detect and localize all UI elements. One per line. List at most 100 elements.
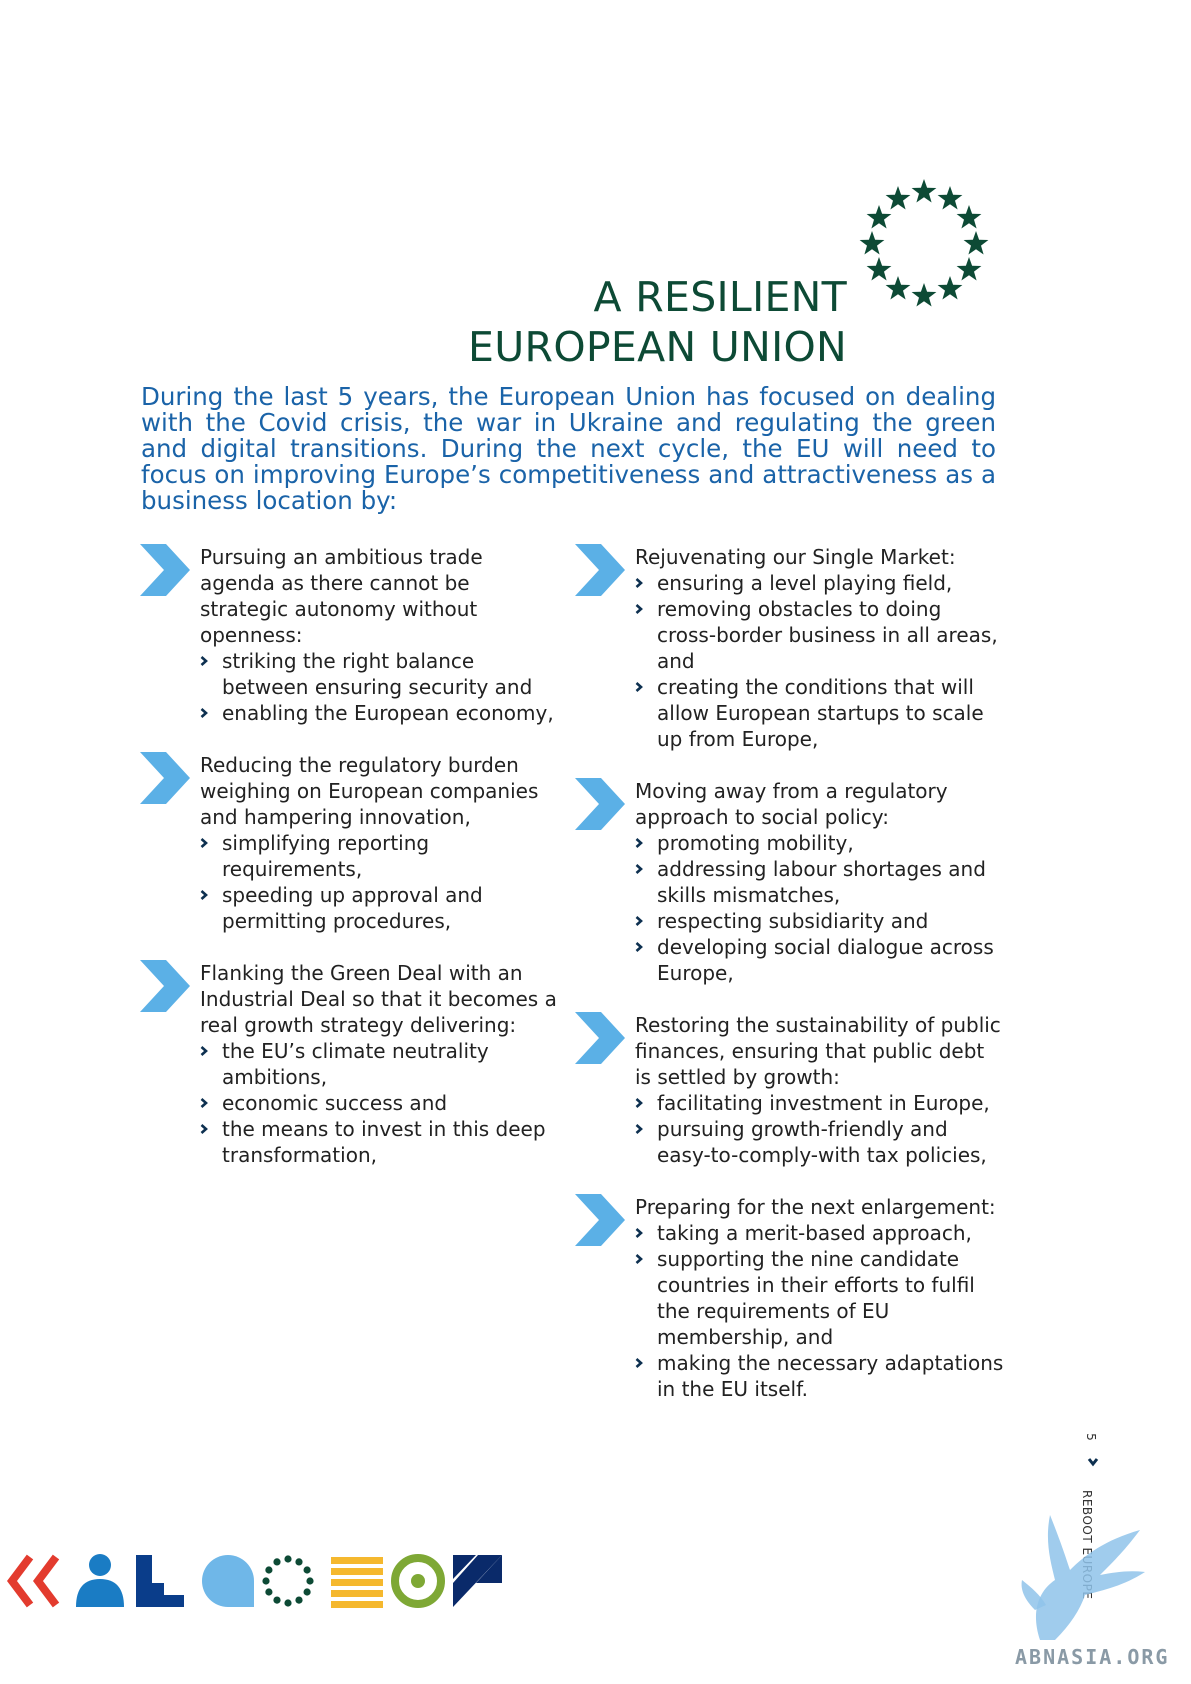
star-dot bbox=[265, 1566, 273, 1574]
star-dot bbox=[295, 1596, 303, 1604]
eu-stars-icon bbox=[859, 179, 989, 307]
chevron-right-icon bbox=[575, 1194, 625, 1246]
target-icon bbox=[391, 1554, 445, 1608]
bullet-chevron-icon bbox=[635, 942, 643, 952]
page-number: 5 bbox=[1083, 1433, 1098, 1441]
chevron-right-icon bbox=[575, 778, 625, 830]
bullet-text: speeding up approval and permitting proc… bbox=[222, 883, 483, 933]
intro-paragraph: During the last 5 years, the European Un… bbox=[141, 382, 996, 515]
bullet-item: supporting the nine candidate countries … bbox=[635, 1246, 1005, 1350]
title-line-1: A RESILIENT bbox=[593, 273, 847, 321]
star-dot bbox=[273, 1558, 281, 1566]
chevron-right-icon bbox=[140, 752, 190, 804]
bullet-list: taking a merit-based approach, supporting… bbox=[635, 1220, 1005, 1402]
bullet-text: addressing labour shortages and skills m… bbox=[657, 857, 986, 907]
bullet-text: removing obstacles to doing cross-border… bbox=[657, 597, 998, 673]
bullet-item: striking the right balance between ensur… bbox=[200, 648, 560, 700]
star-dot bbox=[295, 1558, 303, 1566]
bullet-chevron-icon bbox=[200, 1124, 208, 1134]
bullet-text: supporting the nine candidate countries … bbox=[657, 1247, 975, 1349]
bullet-text: striking the right balance between ensur… bbox=[222, 649, 533, 699]
chevron-right-icon bbox=[140, 544, 190, 596]
agenda-item-lead: Flanking the Green Deal with an Industri… bbox=[200, 961, 557, 1037]
star-shape bbox=[956, 257, 982, 281]
bullet-text: taking a merit-based approach, bbox=[657, 1221, 972, 1245]
bullet-text: making the necessary adaptations in the … bbox=[657, 1351, 1004, 1401]
bullet-text: pursuing growth-friendly and easy-to-com… bbox=[657, 1117, 987, 1167]
star-shape bbox=[911, 283, 937, 307]
chevron-down-icon bbox=[1087, 1458, 1099, 1467]
bullet-item: removing obstacles to doing cross-border… bbox=[635, 596, 1005, 674]
bullet-chevron-icon bbox=[200, 1046, 208, 1056]
bullet-chevron-icon bbox=[635, 682, 643, 692]
bullet-item: respecting subsidiarity and bbox=[635, 908, 1005, 934]
star-dot bbox=[265, 1588, 273, 1596]
griffin-icon bbox=[1021, 1515, 1145, 1640]
star-dot bbox=[262, 1577, 270, 1585]
bullet-item: the EU’s climate neutrality ambitions, bbox=[200, 1038, 560, 1090]
bullet-text: simplifying reporting requirements, bbox=[222, 831, 430, 881]
star-shape bbox=[911, 179, 937, 203]
star-shape bbox=[866, 205, 892, 229]
agenda-item-lead: Pursuing an ambitious trade agenda as th… bbox=[200, 545, 483, 647]
bullet-chevron-icon bbox=[635, 1228, 643, 1238]
bullet-item: ensuring a level playing field, bbox=[635, 570, 1005, 596]
lines-icon bbox=[331, 1557, 383, 1608]
bullet-text: the means to invest in this deep transfo… bbox=[222, 1117, 546, 1167]
agenda-item-lead: Reducing the regulatory burden weighing … bbox=[200, 753, 539, 829]
bullet-item: speeding up approval and permitting proc… bbox=[200, 882, 560, 934]
bullet-chevron-icon bbox=[200, 1098, 208, 1108]
bullet-chevron-icon bbox=[635, 916, 643, 926]
bullet-item: economic success and bbox=[200, 1090, 560, 1116]
bullet-item: the means to invest in this deep transfo… bbox=[200, 1116, 560, 1168]
star-shape bbox=[885, 276, 911, 300]
agenda-item-lead: Preparing for the next enlargement: bbox=[635, 1195, 996, 1219]
agenda-item: Restoring the sustainability of public f… bbox=[575, 1012, 1005, 1168]
bullet-item: enabling the European economy, bbox=[200, 700, 560, 726]
star-shape bbox=[937, 276, 963, 300]
bullet-text: promoting mobility, bbox=[657, 831, 854, 855]
bullet-item: pursuing growth-friendly and easy-to-com… bbox=[635, 1116, 1005, 1168]
footer-icon-strip bbox=[7, 1554, 502, 1608]
bullet-item: addressing labour shortages and skills m… bbox=[635, 856, 1005, 908]
person-icon bbox=[76, 1554, 124, 1607]
chevron-right-icon bbox=[575, 1012, 625, 1064]
bullet-text: ensuring a level playing field, bbox=[657, 571, 953, 595]
agenda-item-lead: Moving away from a regulatory approach t… bbox=[635, 779, 948, 829]
star-dot bbox=[303, 1566, 311, 1574]
bullet-chevron-icon bbox=[635, 1358, 643, 1368]
bullet-list: simplifying reporting requirements, speed… bbox=[200, 830, 560, 934]
left-column: Pursuing an ambitious trade agenda as th… bbox=[140, 544, 560, 1194]
title-line-2: EUROPEAN UNION bbox=[468, 323, 847, 371]
star-shape bbox=[866, 257, 892, 281]
speech-bubble-icon bbox=[202, 1555, 254, 1607]
bullet-item: taking a merit-based approach, bbox=[635, 1220, 1005, 1246]
watermark: ABNASIA.ORG bbox=[1015, 1645, 1170, 1669]
right-column: Rejuvenating our Single Market: ensuring … bbox=[575, 544, 1005, 1428]
bullet-text: creating the conditions that will allow … bbox=[657, 675, 984, 751]
star-circle-icon bbox=[262, 1555, 314, 1607]
bullet-list: the EU’s climate neutrality ambitions, ec… bbox=[200, 1038, 560, 1168]
bullet-text: facilitating investment in Europe, bbox=[657, 1091, 990, 1115]
star-shape bbox=[963, 231, 989, 255]
bullet-chevron-icon bbox=[635, 1254, 643, 1264]
star-dot bbox=[284, 1555, 292, 1563]
star-shape bbox=[859, 231, 885, 255]
bullet-chevron-icon bbox=[200, 656, 208, 666]
bullet-chevron-icon bbox=[635, 838, 643, 848]
star-dot bbox=[303, 1588, 311, 1596]
bullet-list: facilitating investment in Europe, pursui… bbox=[635, 1090, 1005, 1168]
star-shape bbox=[885, 186, 911, 210]
steps-icon bbox=[136, 1555, 184, 1607]
bullet-text: respecting subsidiarity and bbox=[657, 909, 929, 933]
chevron-right-icon bbox=[575, 544, 625, 596]
bullet-item: facilitating investment in Europe, bbox=[635, 1090, 1005, 1116]
double-chevron-icon bbox=[7, 1554, 60, 1608]
star-dot bbox=[306, 1577, 314, 1585]
agenda-item: Preparing for the next enlargement: takin… bbox=[575, 1194, 1005, 1402]
bullet-item: simplifying reporting requirements, bbox=[200, 830, 560, 882]
agenda-item: Flanking the Green Deal with an Industri… bbox=[140, 960, 560, 1168]
agenda-item-lead: Restoring the sustainability of public f… bbox=[635, 1013, 1001, 1089]
bullet-text: the EU’s climate neutrality ambitions, bbox=[222, 1039, 489, 1089]
agenda-item-lead: Rejuvenating our Single Market: bbox=[635, 545, 956, 569]
